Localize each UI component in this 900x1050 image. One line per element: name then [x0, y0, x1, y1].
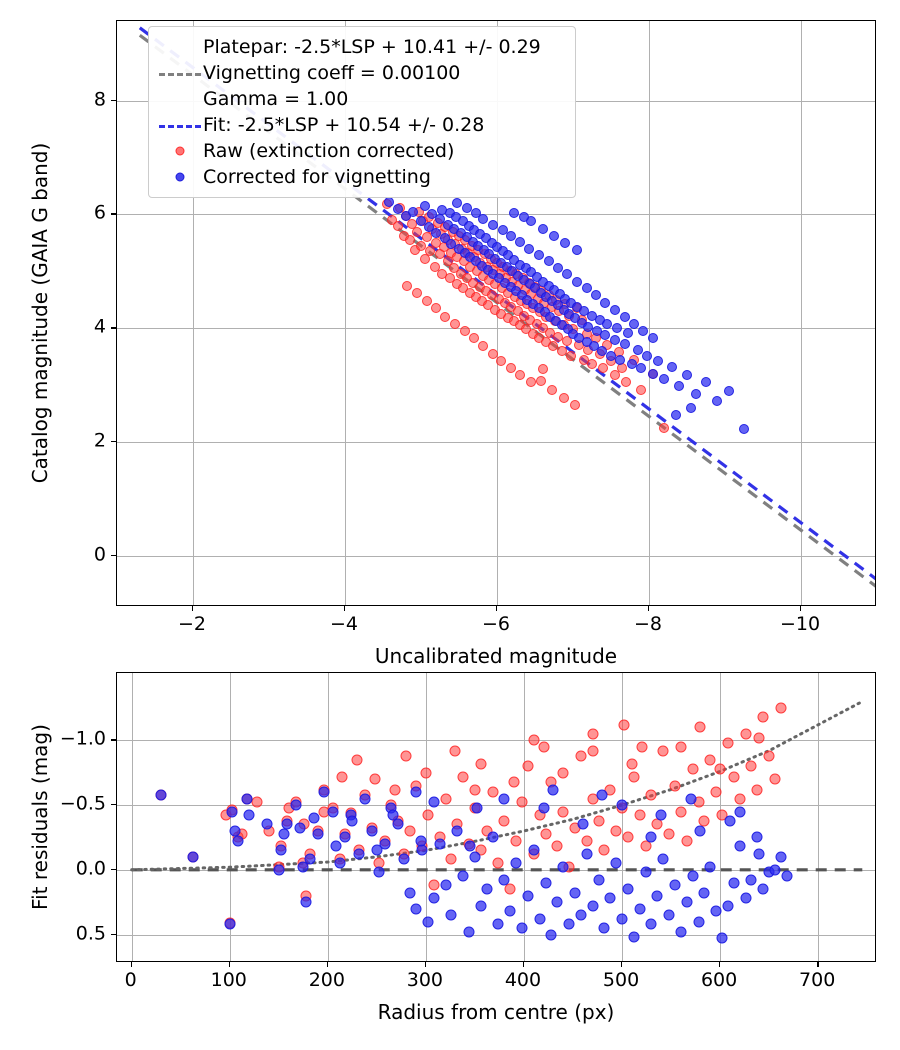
- y-tick-label: 0.5: [75, 922, 106, 945]
- dashed-line-key-icon: [157, 34, 203, 112]
- y-tick-label: 2: [93, 429, 106, 452]
- x-tick-label: −4: [329, 613, 359, 635]
- y-tick-label: 0: [93, 543, 106, 566]
- x-tick: [621, 962, 623, 967]
- y-tick: [111, 933, 116, 935]
- x-tick-label: −8: [633, 613, 663, 635]
- y-tick: [111, 213, 116, 215]
- x-gridline: [801, 21, 802, 605]
- x-gridline: [193, 21, 194, 605]
- x-tick: [192, 606, 194, 611]
- x-tick: [800, 606, 802, 611]
- red-marker-key-icon: [157, 138, 203, 164]
- y-gridline: [117, 555, 875, 557]
- y-tick-label: 0.0: [75, 857, 106, 880]
- x-tick-label: 0: [124, 969, 137, 991]
- y-gridline: [117, 934, 875, 936]
- x-tick-label: −6: [481, 613, 511, 635]
- x-tick: [648, 606, 650, 611]
- x-tick: [817, 962, 819, 967]
- x-gridline: [622, 673, 624, 961]
- plot-legend[interactable]: Platepar: -2.5*LSP + 10.41 +/- 0.29 Vign…: [148, 26, 576, 198]
- y-tick: [111, 554, 116, 557]
- legend-item-raw[interactable]: Raw (extinction corrected): [157, 138, 565, 164]
- y-tick-label: −0.5: [59, 792, 106, 815]
- x-tick-label: 100: [210, 969, 247, 991]
- x-tick-label: 700: [799, 969, 836, 991]
- blue-marker-key-icon: [157, 164, 203, 190]
- y-gridline: [117, 442, 875, 443]
- y-tick: [111, 804, 116, 806]
- legend-item-platepar[interactable]: Platepar: -2.5*LSP + 10.41 +/- 0.29 Vign…: [157, 34, 565, 112]
- x-tick-label: 300: [406, 969, 444, 991]
- y-tick: [111, 99, 116, 102]
- y-gridline: [117, 740, 875, 742]
- x-axis-label: Uncalibrated magnitude: [374, 644, 618, 668]
- x-tick: [496, 606, 498, 611]
- x-tick-label: 500: [602, 969, 640, 991]
- x-tick: [130, 962, 133, 967]
- x-tick-label: −2: [177, 613, 207, 635]
- x-axis-label: Radius from centre (px): [377, 1000, 615, 1024]
- x-tick: [228, 962, 231, 967]
- legend-item-fit[interactable]: Fit: -2.5*LSP + 10.54 +/- 0.28: [157, 112, 565, 138]
- y-tick-label: 6: [93, 201, 106, 224]
- y-tick-label: 8: [93, 88, 106, 111]
- y-gridline: [117, 805, 875, 807]
- dashed-line-key-icon-blue: [157, 112, 203, 138]
- x-gridline: [345, 21, 346, 605]
- y-tick: [111, 441, 116, 443]
- y-tick-label: 4: [93, 315, 106, 338]
- y-tick-label: −1.0: [59, 727, 106, 750]
- legend-item-corrected[interactable]: Corrected for vignetting: [157, 164, 565, 190]
- x-tick-label: −10: [779, 613, 821, 635]
- legend-label-platepar: Platepar: -2.5*LSP + 10.41 +/- 0.29 Vign…: [203, 36, 541, 110]
- trend-line-vignetting-curve: [130, 699, 864, 872]
- legend-label-corrected: Corrected for vignetting: [203, 166, 431, 188]
- x-tick: [344, 606, 346, 611]
- x-gridline: [649, 21, 650, 605]
- y-tick: [111, 868, 116, 871]
- legend-label-fit: Fit: -2.5*LSP + 10.54 +/- 0.28: [203, 114, 485, 136]
- y-tick: [111, 739, 116, 741]
- x-tick-label: 400: [504, 969, 542, 991]
- x-tick-label: 200: [308, 969, 345, 991]
- y-gridline: [117, 328, 875, 330]
- x-gridline: [131, 673, 133, 961]
- x-tick: [326, 962, 329, 967]
- fit-residuals-plot: [116, 672, 876, 962]
- y-axis-label: Catalog magnitude (GAIA G band): [28, 142, 52, 484]
- legend-label-raw: Raw (extinction corrected): [203, 140, 455, 162]
- x-gridline: [818, 673, 820, 961]
- x-tick: [424, 962, 427, 967]
- x-gridline: [523, 673, 525, 961]
- x-tick-label: 600: [700, 969, 738, 991]
- y-gridline: [117, 214, 875, 216]
- trend-lines-layer: [130, 699, 864, 872]
- y-axis-label: Fit residuals (mag): [28, 724, 52, 910]
- x-tick: [719, 962, 721, 967]
- y-tick: [111, 327, 116, 329]
- x-tick: [522, 962, 525, 967]
